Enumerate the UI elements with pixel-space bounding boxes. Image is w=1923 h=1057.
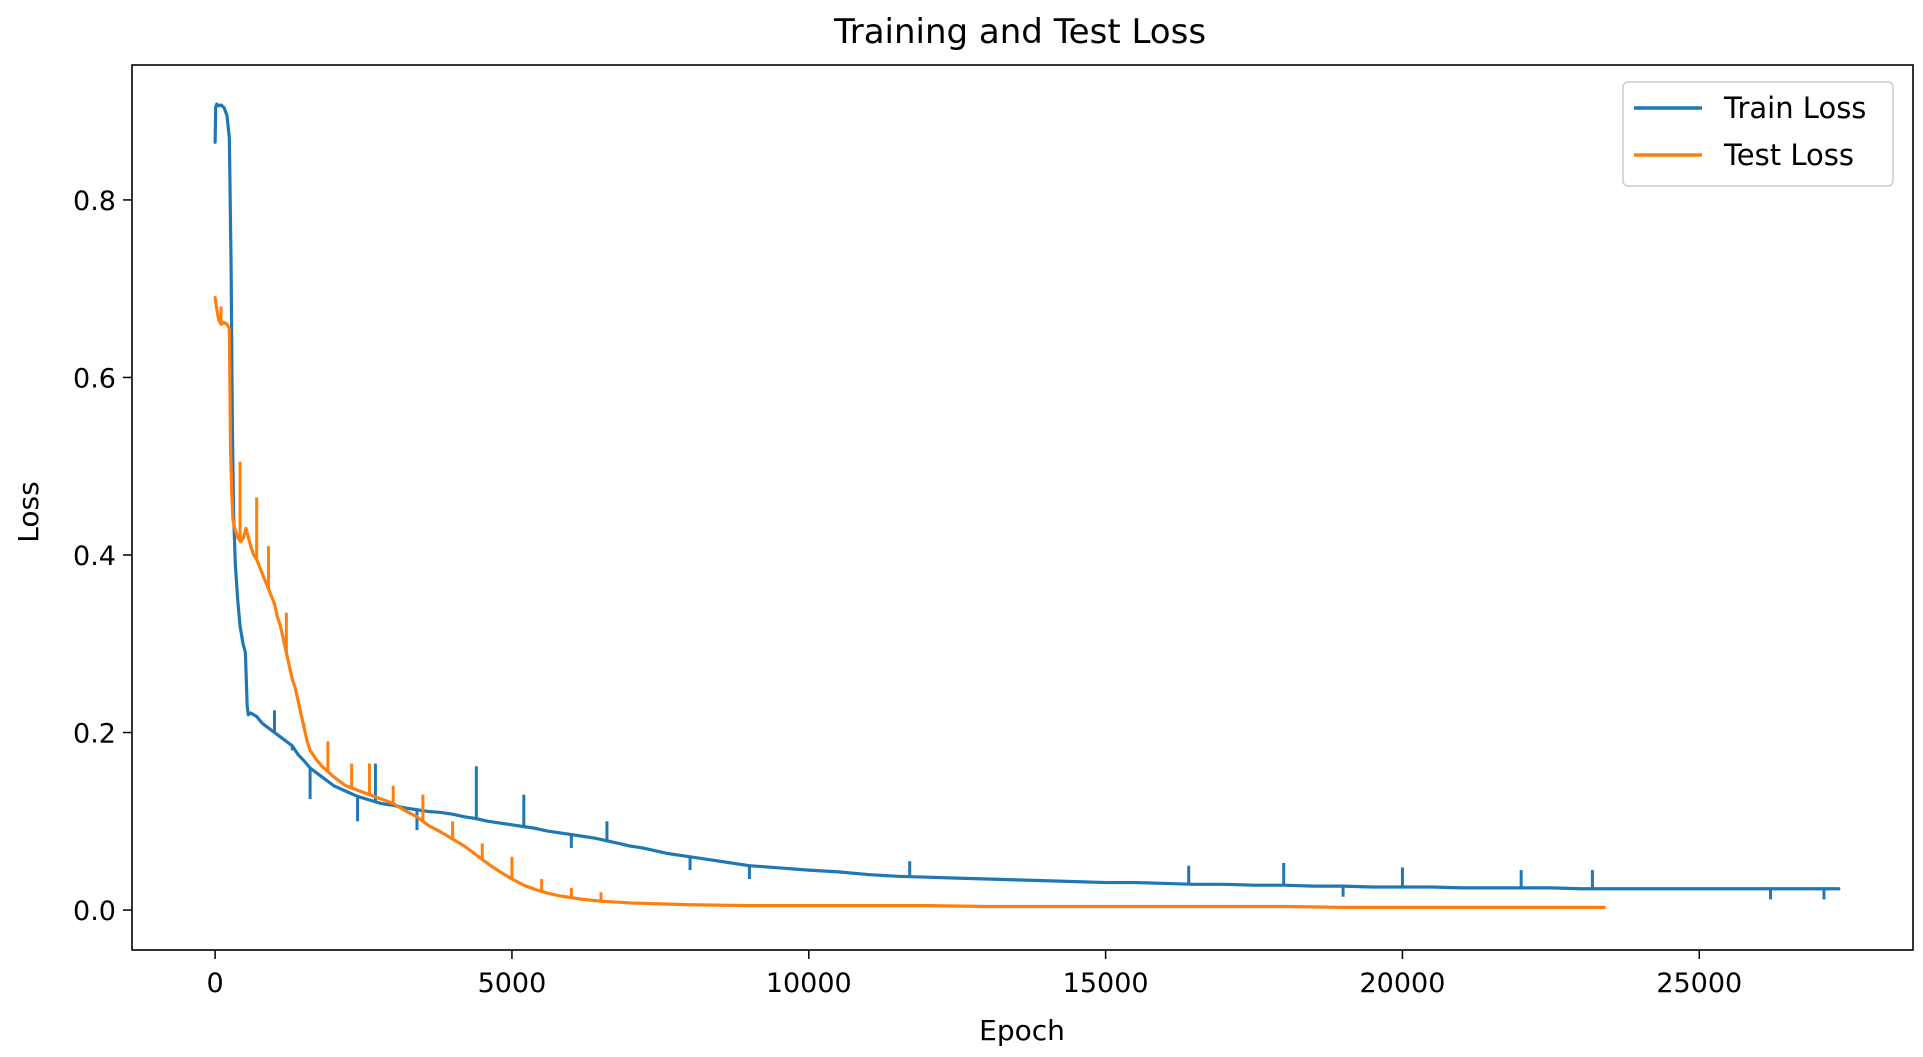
- x-tick-label: 5000: [478, 968, 547, 999]
- y-tick-label: 0.0: [73, 896, 116, 927]
- x-tick-label: 10000: [766, 968, 852, 999]
- series-line-train-loss: [213, 102, 1841, 891]
- x-tick-label: 20000: [1359, 968, 1445, 999]
- series-layer: [213, 102, 1841, 909]
- legend: Train Loss Test Loss: [1622, 81, 1894, 187]
- y-tick-label: 0.2: [73, 719, 116, 750]
- y-tick-label: 0.6: [73, 363, 116, 394]
- series-line-test-loss: [213, 295, 1606, 909]
- x-axis: 0 5000 10000 15000 20000 25000: [207, 950, 1742, 999]
- x-tick-label: 15000: [1063, 968, 1149, 999]
- y-tick-label: 0.4: [73, 541, 116, 572]
- chart-title: Training and Test Loss: [833, 12, 1206, 52]
- legend-label-train-loss: Train Loss: [1723, 91, 1866, 125]
- plot-frame: [131, 64, 1914, 951]
- y-axis-label: Loss: [12, 481, 45, 542]
- plot-area: [131, 64, 1914, 951]
- y-axis: 0.0 0.2 0.4 0.6 0.8: [73, 186, 132, 927]
- x-axis-label: Epoch: [979, 1014, 1065, 1047]
- x-tick-label: 0: [207, 968, 224, 999]
- x-tick-label: 25000: [1656, 968, 1742, 999]
- y-tick-label: 0.8: [73, 186, 116, 217]
- legend-label-test-loss: Test Loss: [1723, 138, 1854, 172]
